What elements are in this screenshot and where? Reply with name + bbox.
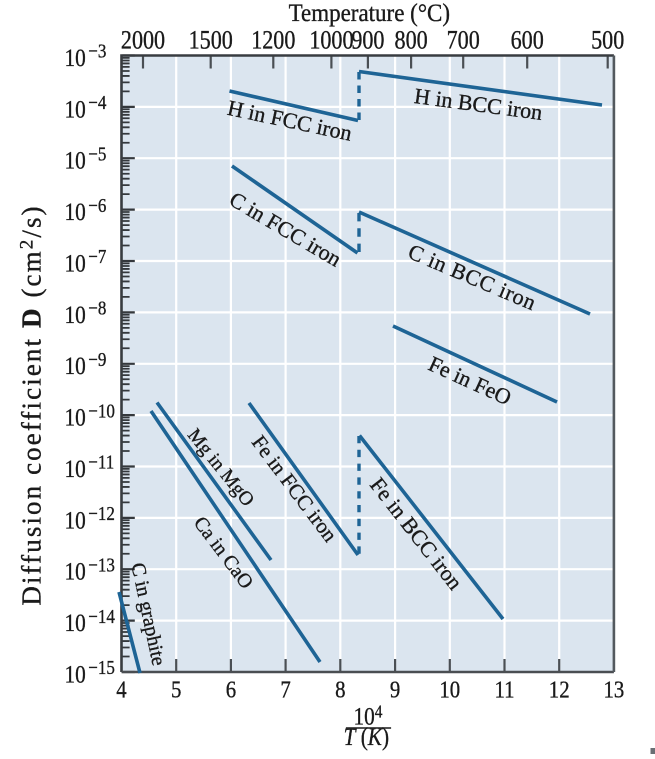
svg-text:900: 900 (351, 27, 384, 55)
svg-text:600: 600 (511, 27, 544, 55)
svg-text:500: 500 (591, 27, 624, 55)
svg-text:9: 9 (390, 676, 400, 703)
svg-text:11: 11 (494, 676, 514, 703)
svg-text:700: 700 (447, 27, 480, 55)
svg-text:1500: 1500 (189, 27, 233, 55)
svg-text:10: 10 (439, 676, 460, 703)
svg-text:Temperature (°C): Temperature (°C) (289, 0, 450, 27)
svg-text:13: 13 (603, 676, 624, 703)
svg-text:4: 4 (116, 676, 126, 703)
svg-text:1200: 1200 (251, 27, 295, 55)
svg-text:12: 12 (549, 676, 570, 703)
svg-text:800: 800 (395, 27, 428, 55)
svg-text:2000: 2000 (121, 27, 165, 55)
svg-text:5: 5 (171, 676, 181, 703)
svg-text:8: 8 (335, 676, 345, 703)
svg-text:1000: 1000 (309, 27, 353, 55)
svg-text:7: 7 (280, 676, 290, 703)
svg-text:T (K): T (K) (344, 724, 389, 752)
svg-text:6: 6 (226, 676, 236, 703)
svg-text:Diffusion coefficient D (cm2/s: Diffusion coefficient D (cm2/s) (17, 204, 47, 605)
